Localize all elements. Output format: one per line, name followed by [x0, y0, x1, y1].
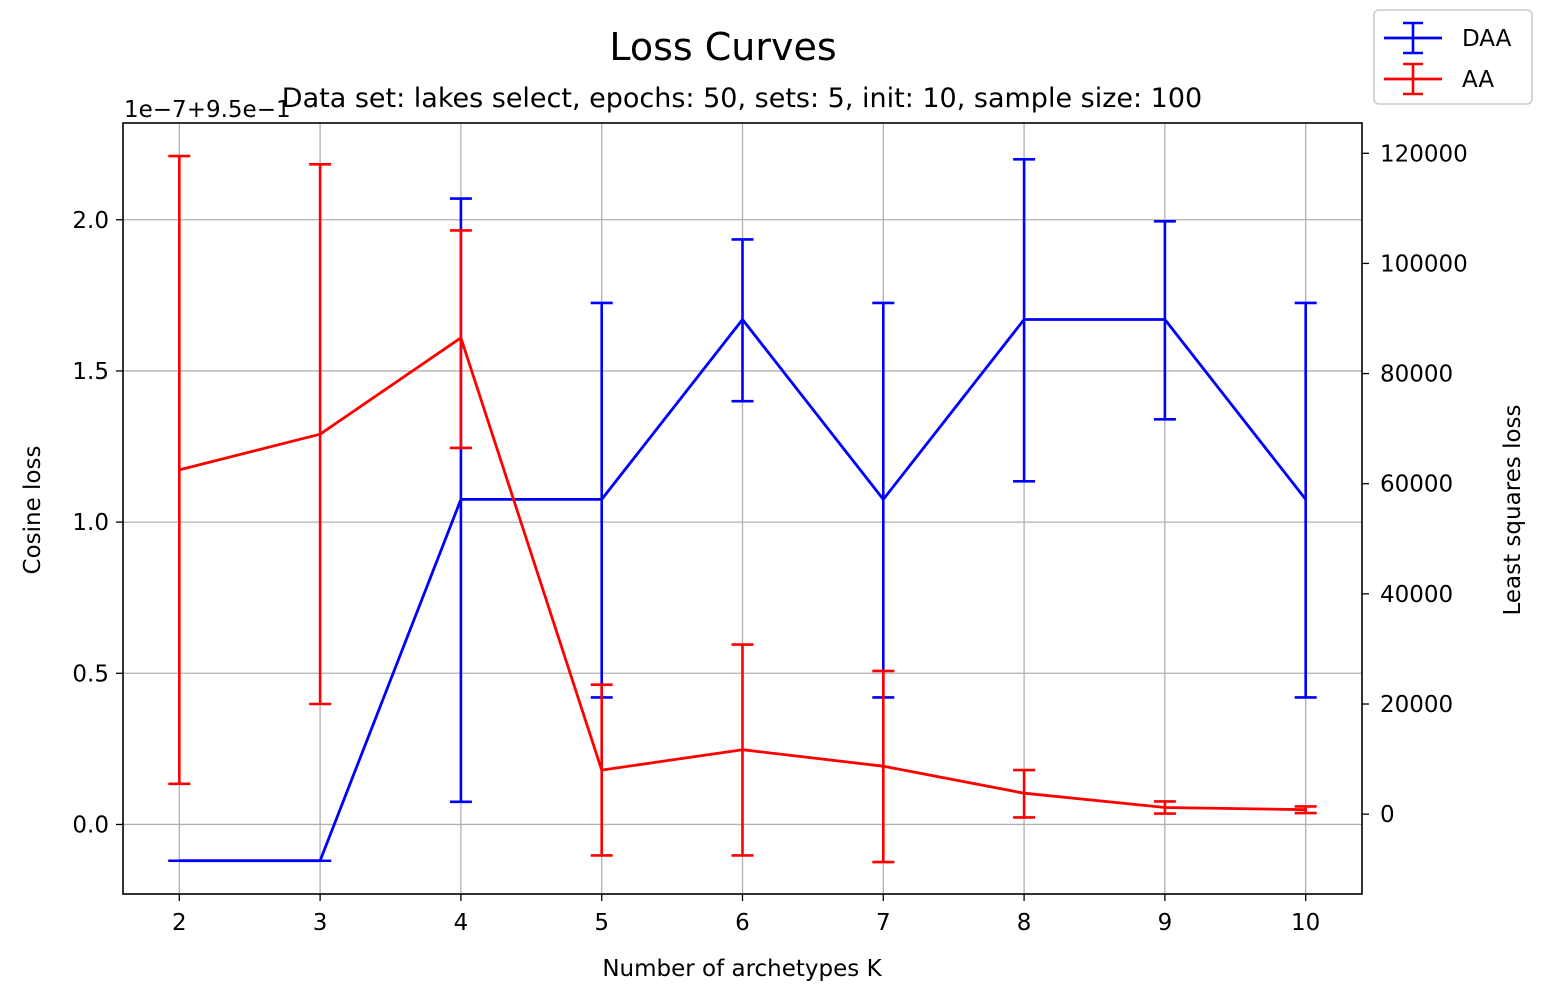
- x-tick-label: 8: [1017, 910, 1032, 936]
- legend-box: [1373, 9, 1533, 105]
- y-axis-right-label: Least squares loss: [1500, 404, 1526, 615]
- y-left-tick-label: 1.5: [72, 359, 109, 385]
- y-left-tick-label: 0.0: [72, 812, 109, 838]
- aa-line: [178, 336, 1306, 812]
- x-tick-label: 3: [313, 910, 328, 936]
- y-axis-right-ticks: 0 20000 40000 60000 80000 100000 120000: [1362, 141, 1468, 828]
- x-tick-label: 7: [876, 910, 891, 936]
- series-layer: [168, 154, 1317, 864]
- chart-title: Loss Curves: [609, 25, 836, 69]
- y-right-tick-label: 0: [1380, 802, 1395, 828]
- y-right-tick-label: 40000: [1380, 582, 1453, 608]
- x-tick-label: 6: [735, 910, 750, 936]
- series-aa: [168, 154, 1317, 864]
- x-tick-label: 9: [1158, 910, 1173, 936]
- chart-subtitle: Data set: lakes select, epochs: 50, sets…: [282, 83, 1202, 114]
- daa-line: [179, 318, 1307, 863]
- y-left-tick-label: 1.0: [72, 510, 109, 536]
- y-right-tick-label: 120000: [1380, 141, 1468, 167]
- x-tick-label: 5: [594, 910, 609, 936]
- x-tick-label: 4: [454, 910, 469, 936]
- y-right-tick-label: 100000: [1380, 251, 1468, 277]
- y-axis-left-label: Cosine loss: [20, 446, 46, 575]
- legend-daa-label: DAA: [1462, 26, 1512, 52]
- x-axis-label: Number of archetypes K: [602, 956, 882, 982]
- y-right-tick-label: 80000: [1380, 362, 1453, 388]
- legend-aa-label: AA: [1462, 67, 1494, 93]
- x-tick-label: 10: [1291, 910, 1320, 936]
- y-axis-left-ticks: 0.0 0.5 1.0 1.5 2.0: [72, 208, 123, 838]
- x-tick-label: 2: [172, 910, 187, 936]
- offset-label: 1e−7+9.5e−1: [124, 97, 291, 123]
- y-right-tick-label: 20000: [1380, 692, 1453, 718]
- legend: DAA AA: [1373, 9, 1533, 105]
- y-left-tick-label: 0.5: [72, 661, 109, 687]
- y-right-tick-label: 60000: [1380, 472, 1453, 498]
- x-axis-ticks: 2 3 4 5 6 7 8 9 10: [172, 894, 1320, 936]
- series-daa: [168, 157, 1317, 863]
- y-left-tick-label: 2.0: [72, 208, 109, 234]
